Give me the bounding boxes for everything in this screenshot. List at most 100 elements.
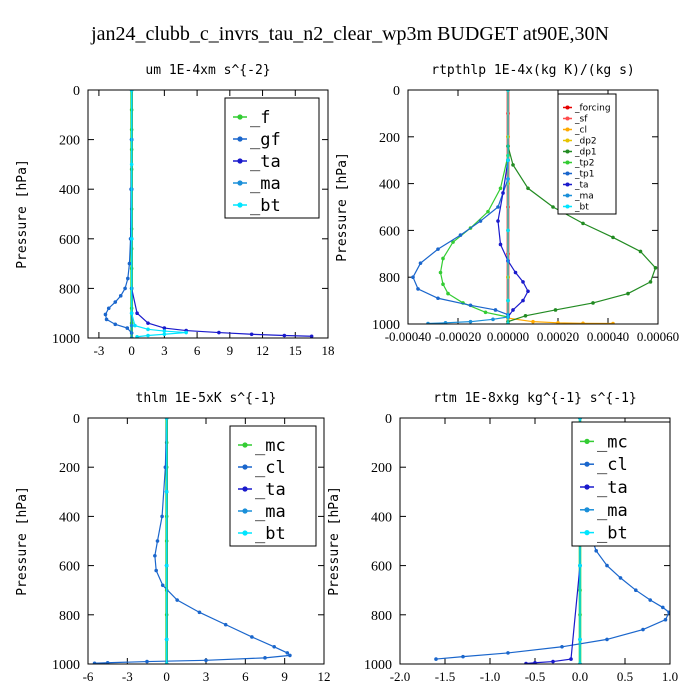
y-tick-label: 0 bbox=[385, 412, 392, 427]
series-um-ta-point bbox=[309, 334, 314, 338]
y-tick-label: 400 bbox=[59, 183, 80, 198]
series-um-bt-point bbox=[129, 311, 134, 316]
series-rtpthlp-dp1-point bbox=[611, 235, 615, 240]
x-tick-label: 15 bbox=[289, 343, 302, 358]
series-rtpthlp-dp1-point bbox=[553, 308, 558, 312]
figure-title: jan24_clubb_c_invrs_tau_n2_clear_wp3m BU… bbox=[90, 23, 609, 45]
series-rtpthlp-tp1-point bbox=[436, 247, 440, 251]
series-um-bt-point bbox=[146, 327, 150, 332]
x-tick-label: -3 bbox=[93, 343, 104, 358]
series-rtm-cl-point bbox=[434, 657, 438, 661]
y-tick-label: 1000 bbox=[364, 658, 392, 673]
series-rtpthlp-cl-point bbox=[581, 321, 585, 324]
series-rtpthlp-tp1-point bbox=[416, 287, 420, 291]
legend-marker bbox=[565, 138, 570, 143]
series-um-bt-point bbox=[135, 334, 139, 338]
legend-marker bbox=[237, 202, 243, 208]
series-um-bt-point bbox=[162, 329, 167, 333]
x-tick-label: 18 bbox=[322, 343, 335, 358]
series-um-bt-point bbox=[184, 330, 188, 335]
series-rtm-cl-point bbox=[661, 605, 665, 610]
x-tick-label: -0.00020 bbox=[435, 329, 482, 344]
series-rtpthlp-tp2-point bbox=[483, 310, 488, 315]
x-tick-label: 3 bbox=[161, 343, 168, 358]
series-rtpthlp-ma bbox=[427, 316, 509, 324]
series-rtpthlp-cl-point bbox=[611, 321, 615, 324]
series-rtpthlp-dp1-point bbox=[551, 205, 555, 209]
series-rtpthlp-dp1-point bbox=[511, 163, 515, 167]
legend-marker bbox=[584, 484, 590, 490]
series-um-gf-point bbox=[127, 261, 132, 266]
series-rtpthlp-ta-point bbox=[521, 280, 525, 284]
legend-marker bbox=[565, 160, 570, 165]
series-rtm-cl-point bbox=[560, 644, 564, 649]
legend-label: _ta bbox=[574, 181, 589, 191]
legend-label: _bt bbox=[255, 524, 286, 544]
y-tick-label: 400 bbox=[59, 510, 80, 525]
legend-label: _gf bbox=[250, 130, 281, 150]
legend-label: _tp2 bbox=[574, 159, 594, 169]
y-axis-label-um: Pressure [hPa] bbox=[15, 159, 30, 269]
y-tick-label: 200 bbox=[59, 461, 80, 476]
series-rtm-cl-point bbox=[641, 627, 645, 632]
series-um-bt-point bbox=[162, 332, 167, 337]
y-tick-label: 200 bbox=[371, 461, 392, 476]
legend-marker bbox=[584, 461, 590, 467]
legend-marker bbox=[584, 507, 590, 513]
series-rtpthlp-tp2-point bbox=[446, 291, 450, 296]
x-tick-label: 0.00000 bbox=[487, 329, 529, 344]
y-tick-label: 1000 bbox=[372, 318, 400, 333]
legend-marker bbox=[565, 116, 570, 121]
legend-label: _cl bbox=[597, 455, 628, 475]
legend-marker bbox=[242, 486, 248, 492]
y-tick-label: 200 bbox=[59, 134, 80, 149]
legend-rtpthlp: _forcing_sf_cl_dp2_dp1_tp2_tp1_ta_ma_bt bbox=[557, 93, 617, 215]
legend-marker bbox=[237, 180, 243, 186]
x-tick-label: 0.00060 bbox=[637, 329, 679, 344]
x-tick-label: 9 bbox=[281, 669, 288, 684]
series-thlm-cl-point bbox=[288, 653, 292, 658]
y-tick-label: 600 bbox=[379, 224, 400, 239]
legend-label: _cl bbox=[255, 458, 286, 478]
legend-marker bbox=[565, 105, 570, 110]
panel-rtpthlp: rtpthlp 1E-4x(kg K)/(kg s) Pressure [hPa]… bbox=[335, 63, 679, 344]
plot-area-thlm bbox=[92, 418, 292, 664]
series-rtpthlp-ta-point bbox=[511, 308, 515, 312]
series-rtpthlp-dp1-point bbox=[626, 291, 630, 296]
series-rtpthlp-ma-point bbox=[468, 319, 473, 324]
y-tick-label: 400 bbox=[379, 178, 400, 193]
series-rtpthlp-dp1-point bbox=[638, 249, 643, 254]
y-tick-label: 600 bbox=[371, 560, 392, 575]
series-um-bt-point bbox=[129, 237, 134, 241]
legend-label: _ta bbox=[597, 478, 628, 498]
series-thlm-cl-point bbox=[154, 568, 158, 573]
series-rtpthlp-bt-point bbox=[506, 298, 510, 303]
series-rtpthlp-dp1 bbox=[507, 146, 657, 323]
legend-marker bbox=[565, 182, 570, 187]
series-rtpthlp-tp1 bbox=[412, 178, 509, 316]
series-thlm-cl-point bbox=[175, 598, 179, 602]
legend-label: _ta bbox=[250, 152, 281, 172]
y-tick-label: 400 bbox=[371, 510, 392, 525]
series-um-gf-point bbox=[113, 322, 118, 327]
series-rtpthlp-bt-point bbox=[506, 158, 510, 162]
series-rtpthlp-ta-point bbox=[521, 298, 525, 303]
plot-frame-um bbox=[87, 89, 329, 339]
y-tick-label: 600 bbox=[59, 233, 80, 248]
y-tick-label: 200 bbox=[379, 131, 400, 146]
series-um-gf-point bbox=[123, 286, 127, 291]
panel-rtm: rtm 1E-8xkg kg^{-1} s^{-1} Pressure [hPa]… bbox=[327, 391, 678, 684]
series-um-bt-point bbox=[133, 323, 137, 328]
series-rtpthlp-ta-point bbox=[513, 270, 518, 275]
series-um-ma-point bbox=[129, 323, 134, 328]
series-rtm-cl-point bbox=[618, 576, 623, 580]
plot-area-rtpthlp bbox=[411, 90, 658, 324]
legend-marker bbox=[242, 442, 248, 448]
series-rtpthlp-tp2-point bbox=[498, 186, 503, 191]
x-tick-label: 0.00020 bbox=[537, 329, 579, 344]
x-tick-label: 9 bbox=[227, 343, 234, 358]
series-rtpthlp-tp1-point bbox=[493, 308, 498, 312]
x-tick-label: -2.0 bbox=[390, 669, 411, 684]
series-um-ta-point bbox=[282, 333, 287, 338]
legend-thlm: _mc_cl_ta_ma_bt bbox=[229, 425, 317, 547]
